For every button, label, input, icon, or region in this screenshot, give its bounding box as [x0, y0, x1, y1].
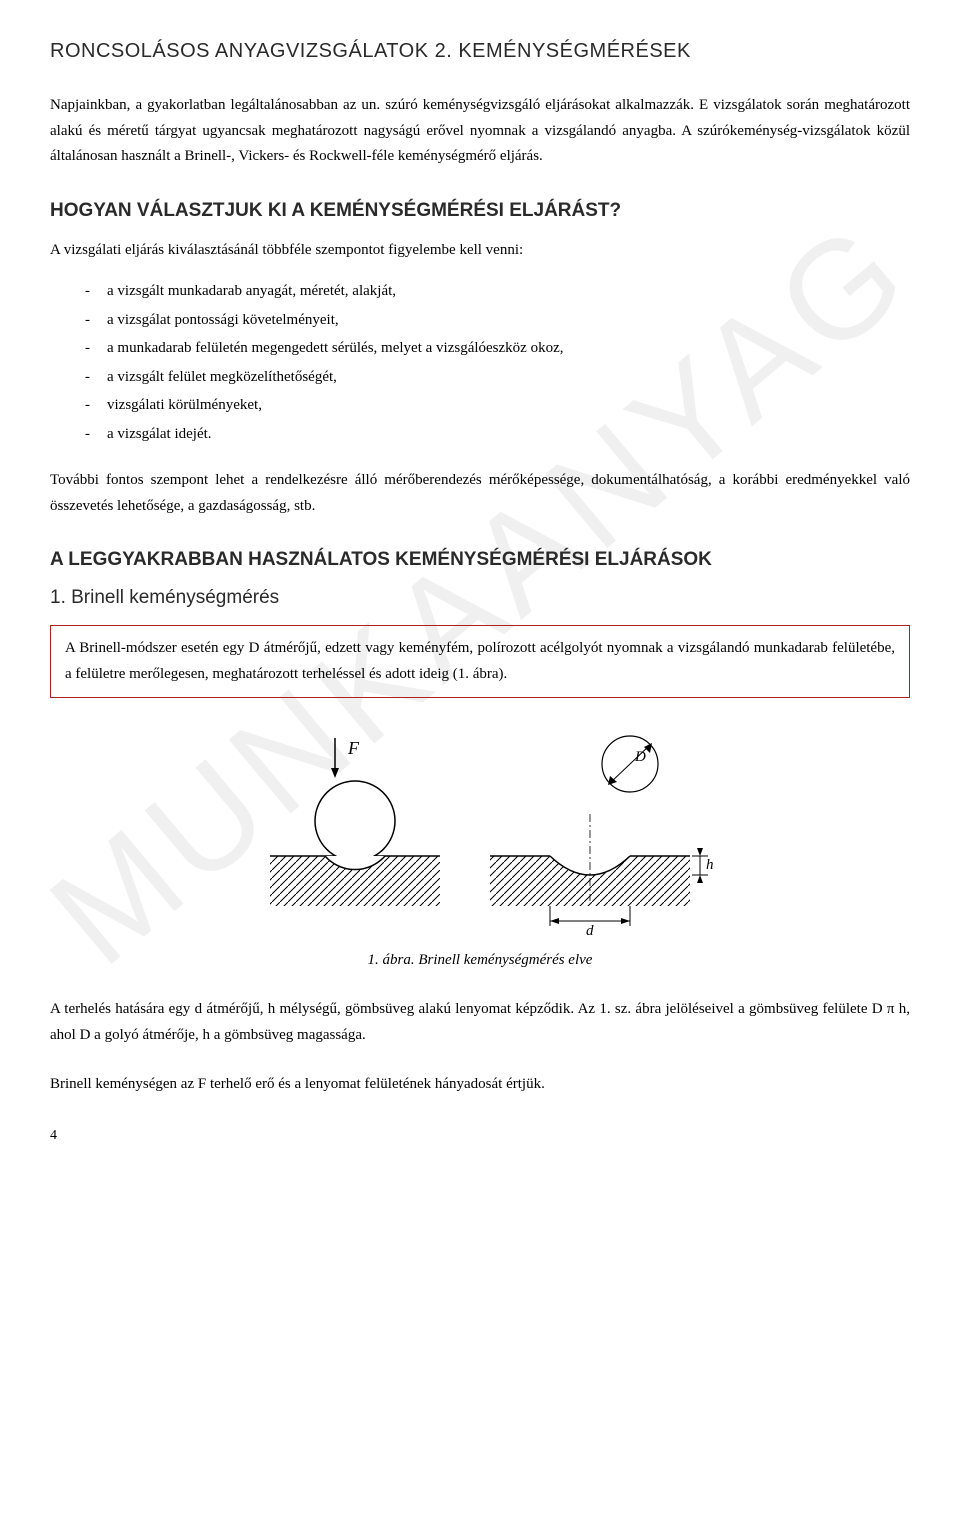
list-item: a vizsgált munkadarab anyagát, méretét, …	[85, 277, 910, 306]
boxed-definition: A Brinell-módszer esetén egy D átmérőjű,…	[50, 625, 910, 698]
section1-lead: A vizsgálati eljárás kiválasztásánál töb…	[50, 238, 910, 264]
section2-para2: Brinell keménységen az F terhelő erő és …	[50, 1072, 910, 1098]
section2-para1: A terhelés hatására egy d átmérőjű, h mé…	[50, 997, 910, 1048]
intro-paragraph: Napjainkban, a gyakorlatban legáltalános…	[50, 93, 910, 170]
label-F: F	[347, 738, 360, 758]
list-item: a vizsgált felület megközelíthetőségét,	[85, 363, 910, 392]
list-item: a vizsgálat idejét.	[85, 420, 910, 449]
label-h: h	[706, 857, 714, 873]
figure-1: F D d	[50, 726, 910, 936]
list-item: a vizsgálat pontossági követelményeit,	[85, 306, 910, 335]
figure1-caption: 1. ábra. Brinell keménységmérés elve	[50, 952, 910, 969]
criteria-list: a vizsgált munkadarab anyagát, méretét, …	[85, 277, 910, 448]
label-D: D	[634, 749, 646, 765]
section2-heading: A LEGGYAKRABBAN HASZNÁLATOS KEMÉNYSÉGMÉR…	[50, 549, 910, 571]
section1-heading: HOGYAN VÁLASZTJUK KI A KEMÉNYSÉGMÉRÉSI E…	[50, 200, 910, 222]
section1-closing: További fontos szempont lehet a rendelke…	[50, 468, 910, 519]
page-number: 4	[50, 1128, 910, 1144]
list-item: a munkadarab felületén megengedett sérül…	[85, 334, 910, 363]
page-title: RONCSOLÁSOS ANYAGVIZSGÁLATOK 2. KEMÉNYSÉ…	[50, 40, 910, 63]
list-item: vizsgálati körülményeket,	[85, 391, 910, 420]
brinell-diagram-svg: F D d	[240, 726, 720, 936]
section2-subheading: 1. Brinell keménységmérés	[50, 587, 910, 609]
label-d: d	[586, 923, 594, 936]
